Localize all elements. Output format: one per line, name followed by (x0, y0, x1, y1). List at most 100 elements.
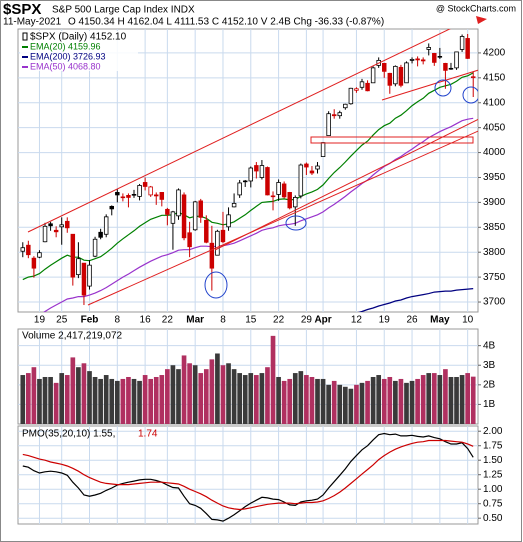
volume-bar (165, 369, 170, 424)
brand: @ StockCharts.com (436, 3, 516, 13)
marks (20, 33, 476, 312)
y-tick-label: 4B (483, 340, 496, 351)
volume-bar (420, 375, 426, 424)
candle-body (176, 189, 181, 217)
volume-bar (220, 365, 226, 424)
candle-body (226, 214, 231, 228)
volume-bar (304, 375, 309, 424)
candle-body (165, 208, 170, 215)
candle-body (26, 244, 31, 256)
panel: 3700 3750 3800 3850 3900 3950 4000 4050 4100 4150… (17, 28, 506, 313)
candle-body (365, 82, 370, 92)
y-tick-label: 3900 (483, 197, 506, 208)
volume-bar (315, 378, 320, 424)
volume-bar (342, 386, 348, 424)
candle-body (331, 114, 337, 117)
candle-body (298, 164, 304, 197)
candle-body (387, 72, 393, 86)
candle-body (309, 170, 315, 174)
y-tick-label: 1.75 (483, 440, 503, 451)
volume-bar (359, 382, 365, 424)
x-tick-label: 25 (56, 315, 68, 326)
candle-body (148, 186, 153, 196)
volume-bar (187, 363, 192, 424)
y-tick-label: 3850 (483, 222, 506, 233)
trend-line (27, 29, 451, 233)
x-tick-label: 15 (245, 315, 257, 326)
candle-body (159, 192, 165, 200)
x-tick-label: 29 (301, 315, 313, 326)
volume-bar (448, 376, 454, 424)
volume-bar (76, 367, 81, 424)
y-tick-label: 4200 (483, 48, 506, 59)
candle-body (98, 231, 103, 238)
candle-body (81, 262, 87, 296)
volume-bar (198, 373, 204, 424)
date: 11-May-2021 (3, 17, 62, 28)
legend-label: PMO(35,20,10) 1.55, (22, 429, 115, 440)
x-tick-label: 22 (162, 315, 174, 326)
candle-body (270, 195, 276, 198)
candle-body (48, 223, 53, 227)
y-tick-label: 3700 (483, 297, 506, 308)
volume-bar (159, 375, 165, 424)
legend-label: Volume 2,417,219,072 (22, 331, 123, 342)
candle-body (131, 194, 137, 196)
candle-body (87, 264, 92, 287)
candle-body (281, 183, 287, 198)
candle-body (242, 180, 248, 183)
trend-line (87, 130, 478, 306)
candle-body (287, 192, 292, 209)
volume-bar (254, 375, 259, 424)
candle-body (70, 233, 76, 278)
volume-bar (142, 375, 148, 424)
x-tick-label: 16 (140, 315, 152, 326)
candle-body (103, 216, 109, 235)
series-line (22, 72, 474, 281)
volume-bar (53, 382, 59, 424)
quote: O 4150.34 H 4162.04 L 4111.53 C 4152.10 … (68, 17, 384, 28)
legend-swatch (22, 32, 28, 41)
candle-body (76, 258, 81, 276)
x-tick-label: 22 (273, 315, 285, 326)
candle-body (470, 76, 476, 79)
candle-body (154, 194, 159, 197)
candle-body (398, 66, 404, 86)
volume-bar (270, 335, 276, 424)
candle-body (181, 194, 187, 239)
y-tick-label: 3950 (483, 172, 506, 183)
candle-body (254, 165, 259, 172)
volume-bar (454, 376, 459, 424)
candle-body (31, 257, 37, 269)
volume-bar (87, 371, 92, 424)
volume-bar (431, 373, 437, 424)
candle-body (343, 103, 348, 109)
volume-bar (203, 369, 209, 424)
circle-marker (285, 215, 307, 231)
y-tick-label: 0.50 (483, 513, 503, 524)
y-tick-label: 4050 (483, 122, 506, 133)
volume-bar (215, 353, 220, 424)
panel-background (17, 28, 479, 313)
legend-label: EMA(200) 3726.93 (30, 51, 106, 61)
candle-body (209, 242, 215, 269)
x-tick-label: 8 (220, 315, 226, 326)
candle-body (265, 167, 270, 196)
candle-body (415, 58, 420, 61)
y-tick-label: 1B (483, 399, 496, 410)
volume-bar (309, 376, 315, 424)
volume-bar (376, 375, 382, 424)
candle-body (465, 38, 470, 59)
circle-marker (204, 271, 228, 299)
x-tick-label: 8 (115, 315, 121, 326)
y-tick-label: 1.00 (483, 484, 503, 495)
candle-body (192, 201, 198, 231)
candle-body (293, 197, 298, 208)
marks (22, 432, 474, 522)
volume-bar (231, 369, 237, 424)
volume-bar (42, 376, 48, 424)
volume-bar (354, 384, 359, 424)
candle-body (370, 67, 376, 84)
candle-body (220, 229, 226, 243)
